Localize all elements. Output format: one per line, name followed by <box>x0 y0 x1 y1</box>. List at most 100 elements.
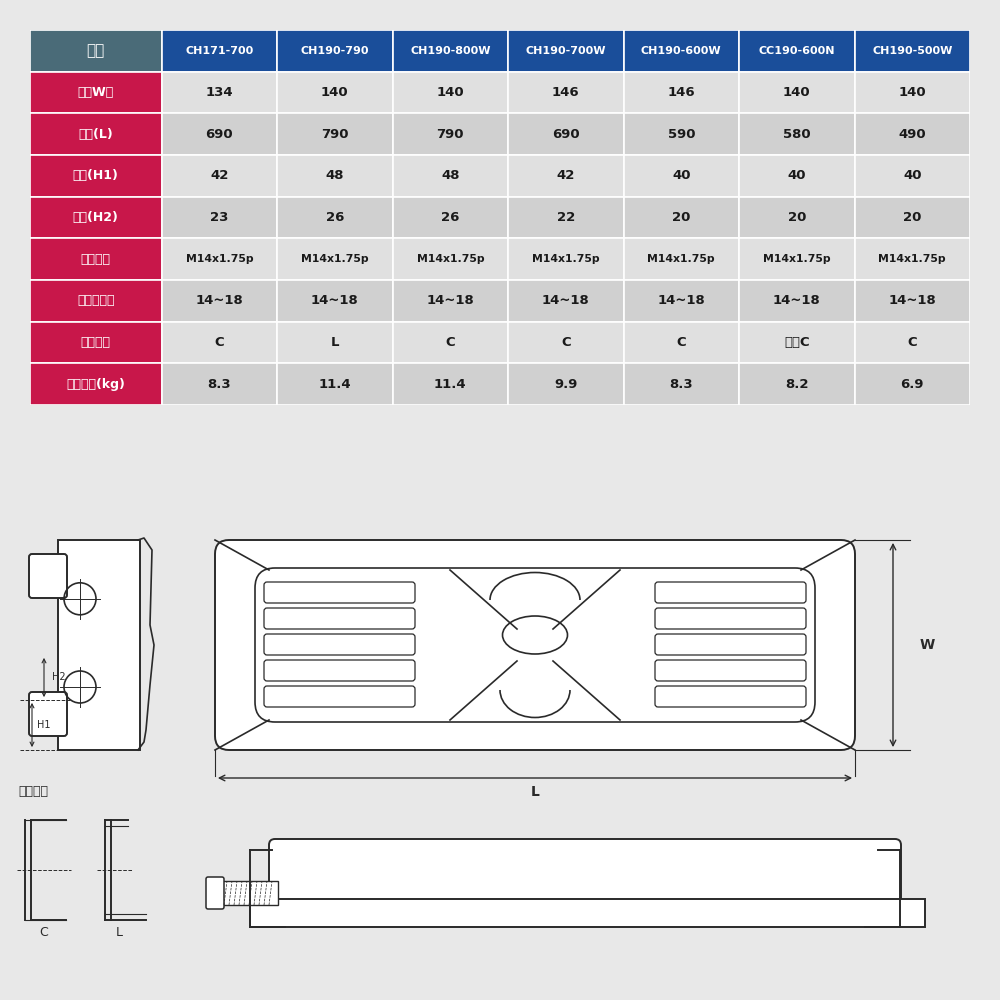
Text: 8.3: 8.3 <box>669 378 693 391</box>
Text: M14x1.75p: M14x1.75p <box>301 254 369 264</box>
Bar <box>30 72 162 113</box>
Text: 取付ネジ: 取付ネジ <box>81 253 111 266</box>
Bar <box>739 238 855 280</box>
Bar <box>739 30 855 72</box>
Bar <box>508 322 624 363</box>
Bar <box>162 72 277 113</box>
Bar <box>277 72 393 113</box>
Bar <box>508 30 624 72</box>
Text: 48: 48 <box>326 169 344 182</box>
Text: 790: 790 <box>437 128 464 141</box>
Bar <box>739 197 855 238</box>
Bar <box>58 540 140 750</box>
Bar <box>393 238 508 280</box>
Text: 14~18: 14~18 <box>888 294 936 307</box>
Bar <box>624 363 739 405</box>
Text: CH190-790: CH190-790 <box>301 46 369 56</box>
Text: 40: 40 <box>903 169 922 182</box>
Bar <box>162 197 277 238</box>
Bar <box>739 72 855 113</box>
Text: 8.2: 8.2 <box>785 378 809 391</box>
Text: L: L <box>116 926 122 939</box>
Text: C: C <box>39 926 48 939</box>
Bar <box>393 113 508 155</box>
Text: 14~18: 14~18 <box>426 294 474 307</box>
FancyBboxPatch shape <box>264 634 415 655</box>
Text: M14x1.75p: M14x1.75p <box>878 254 946 264</box>
Text: 40: 40 <box>788 169 806 182</box>
Bar <box>277 113 393 155</box>
Bar <box>277 30 393 72</box>
Text: 14~18: 14~18 <box>542 294 590 307</box>
Bar <box>624 322 739 363</box>
Text: CH171-700: CH171-700 <box>185 46 253 56</box>
Bar <box>855 197 970 238</box>
FancyBboxPatch shape <box>206 877 224 909</box>
Text: 14~18: 14~18 <box>657 294 705 307</box>
Text: W: W <box>920 638 935 652</box>
Bar <box>30 363 162 405</box>
Bar <box>855 280 970 322</box>
Bar <box>855 72 970 113</box>
Text: 20: 20 <box>903 211 921 224</box>
Text: L: L <box>531 785 539 799</box>
Bar <box>30 322 162 363</box>
Bar <box>277 155 393 197</box>
Bar <box>739 280 855 322</box>
Bar <box>739 155 855 197</box>
Text: M14x1.75p: M14x1.75p <box>763 254 831 264</box>
FancyBboxPatch shape <box>269 839 901 911</box>
Bar <box>277 238 393 280</box>
Text: 26: 26 <box>326 211 344 224</box>
Text: 146: 146 <box>667 86 695 99</box>
Bar <box>277 322 393 363</box>
Bar <box>162 30 277 72</box>
Text: 140: 140 <box>898 86 926 99</box>
Bar <box>624 280 739 322</box>
Bar <box>393 280 508 322</box>
Bar <box>739 113 855 155</box>
Bar <box>624 197 739 238</box>
Text: 48: 48 <box>441 169 460 182</box>
Bar <box>508 72 624 113</box>
Text: 40: 40 <box>672 169 691 182</box>
Text: H2: H2 <box>52 672 66 682</box>
Text: C: C <box>561 336 571 349</box>
Text: 140: 140 <box>783 86 811 99</box>
FancyBboxPatch shape <box>264 660 415 681</box>
Bar <box>393 322 508 363</box>
Text: 長さ(L): 長さ(L) <box>78 128 113 141</box>
Bar <box>624 155 739 197</box>
Bar <box>855 238 970 280</box>
Text: 11.4: 11.4 <box>319 378 351 391</box>
Bar <box>508 238 624 280</box>
Bar <box>162 113 277 155</box>
Text: 金具形状: 金具形状 <box>81 336 111 349</box>
Text: H1: H1 <box>37 720 50 730</box>
Bar <box>250 899 925 927</box>
Bar <box>277 363 393 405</box>
Bar <box>393 197 508 238</box>
Bar <box>508 280 624 322</box>
Text: 9.9: 9.9 <box>554 378 577 391</box>
FancyBboxPatch shape <box>655 686 806 707</box>
Text: 14~18: 14~18 <box>773 294 821 307</box>
Bar <box>739 363 855 405</box>
FancyBboxPatch shape <box>255 568 815 722</box>
Text: 高さ(H2): 高さ(H2) <box>73 211 119 224</box>
Text: 20: 20 <box>788 211 806 224</box>
Text: 22: 22 <box>557 211 575 224</box>
Bar <box>855 363 970 405</box>
FancyBboxPatch shape <box>264 608 415 629</box>
Bar <box>624 30 739 72</box>
Text: M14x1.75p: M14x1.75p <box>417 254 484 264</box>
Text: 140: 140 <box>437 86 464 99</box>
Bar <box>30 197 162 238</box>
Text: 20: 20 <box>672 211 690 224</box>
Text: CH190-800W: CH190-800W <box>410 46 491 56</box>
Text: M14x1.75p: M14x1.75p <box>647 254 715 264</box>
Text: M14x1.75p: M14x1.75p <box>532 254 600 264</box>
Text: 42: 42 <box>557 169 575 182</box>
Text: 23: 23 <box>210 211 229 224</box>
Text: 幅（W）: 幅（W） <box>78 86 114 99</box>
